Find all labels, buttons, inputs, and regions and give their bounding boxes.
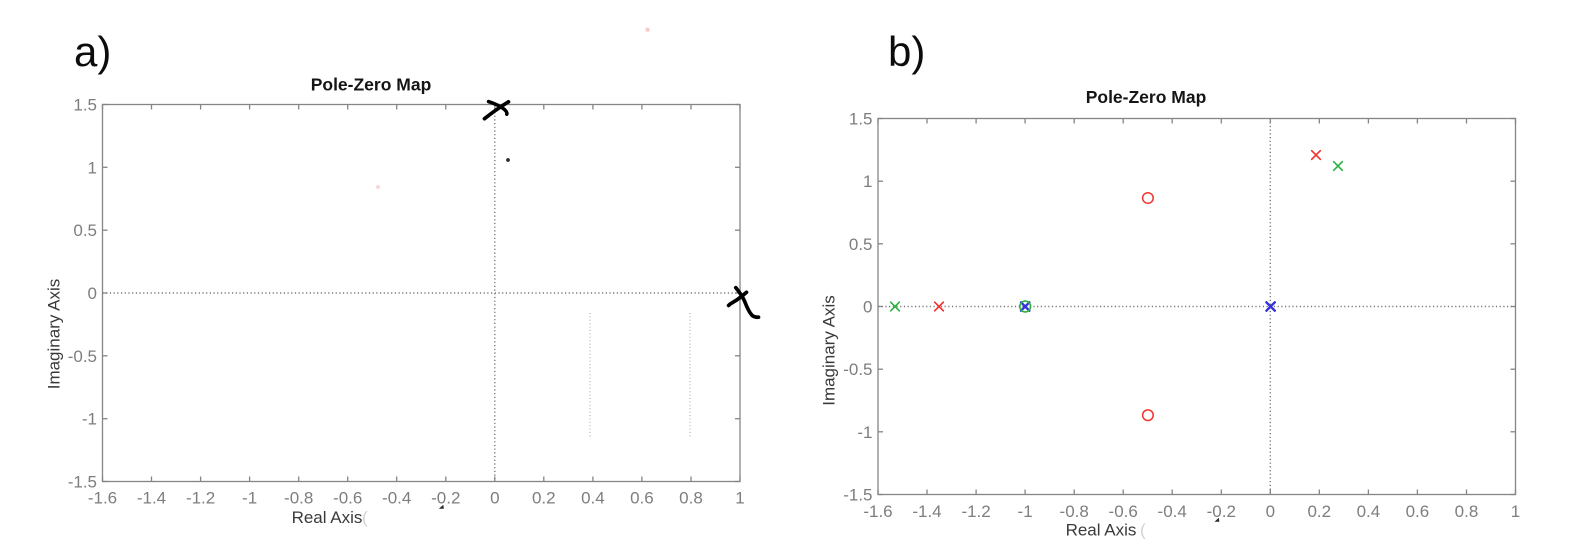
svg-text:Real Axis: Real Axis [1066,521,1137,540]
svg-text:Imaginary Axis: Imaginary Axis [820,295,839,406]
svg-text:1: 1 [88,158,97,177]
svg-text:Pole-Zero Map: Pole-Zero Map [1086,87,1207,107]
svg-text:1: 1 [1511,502,1520,521]
svg-text:-1.5: -1.5 [843,486,872,505]
svg-text:(: ( [1140,521,1146,540]
svg-text:0.4: 0.4 [581,489,605,508]
svg-text:a): a) [74,28,111,75]
svg-text:Imaginary Axis: Imaginary Axis [45,279,64,390]
svg-text:0.8: 0.8 [1455,502,1479,521]
svg-text:0.5: 0.5 [73,221,97,240]
svg-text:1: 1 [735,489,744,508]
svg-text:0.4: 0.4 [1357,502,1381,521]
svg-text:0.6: 0.6 [630,489,654,508]
svg-text:0.8: 0.8 [679,489,703,508]
svg-text:-0.8: -0.8 [1060,502,1089,521]
svg-text:(: ( [362,508,368,527]
svg-text:-1.5: -1.5 [68,473,97,492]
svg-text:0.2: 0.2 [532,489,556,508]
svg-text:0.5: 0.5 [849,235,873,254]
svg-text:0: 0 [88,284,97,303]
svg-text:-1.4: -1.4 [912,502,941,521]
svg-text:Real Axis: Real Axis [292,508,363,527]
svg-text:-0.5: -0.5 [843,360,872,379]
svg-text:-1: -1 [857,423,872,442]
svg-text:-1: -1 [82,410,97,429]
svg-text:Pole-Zero Map: Pole-Zero Map [311,75,432,95]
svg-text:0: 0 [490,489,499,508]
svg-text:-0.4: -0.4 [382,489,411,508]
svg-text:-0.4: -0.4 [1158,502,1187,521]
svg-text:0.2: 0.2 [1307,502,1331,521]
svg-text:0: 0 [1266,502,1275,521]
svg-text:-1.2: -1.2 [186,489,215,508]
svg-text:1.5: 1.5 [73,96,97,115]
svg-text:-0.2: -0.2 [431,489,460,508]
svg-text:1.5: 1.5 [849,110,873,129]
svg-text:-0.6: -0.6 [1109,502,1138,521]
svg-text:-0.2: -0.2 [1207,502,1236,521]
svg-text:-1.4: -1.4 [137,489,166,508]
svg-text:-0.8: -0.8 [284,489,313,508]
svg-text:-0.5: -0.5 [68,347,97,366]
svg-text:0.6: 0.6 [1406,502,1430,521]
svg-text:b): b) [888,28,925,75]
svg-text:0: 0 [863,298,872,317]
svg-text:-1: -1 [242,489,257,508]
svg-text:-1: -1 [1018,502,1033,521]
svg-text:-1.6: -1.6 [863,502,892,521]
svg-text:-1.6: -1.6 [88,489,117,508]
svg-text:-1.2: -1.2 [961,502,990,521]
svg-text:1: 1 [863,172,872,191]
svg-text:-0.6: -0.6 [333,489,362,508]
